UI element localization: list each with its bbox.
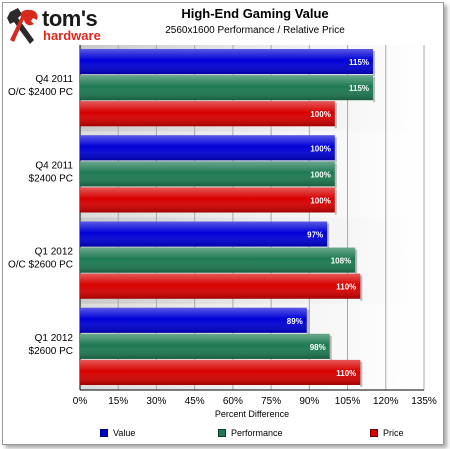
x-tick-label: 105%: [335, 396, 361, 407]
bar-shade: [80, 307, 307, 333]
bar-shade: [80, 359, 361, 385]
bar-shade: [80, 75, 374, 101]
chart-subtitle: 2560x1600 Performance / Relative Price: [165, 25, 345, 36]
bar-shade: [80, 333, 330, 359]
data-label: 108%: [331, 257, 351, 266]
bar-shadow: [355, 249, 358, 275]
data-label: 115%: [349, 58, 369, 67]
bar-shade: [80, 101, 335, 127]
data-label: 98%: [310, 343, 326, 352]
bar-shadow: [373, 77, 376, 103]
chart-title: High-End Gaming Value: [181, 6, 329, 21]
bar-shade: [80, 247, 356, 273]
bar-shadow: [334, 189, 337, 215]
data-label: 89%: [287, 317, 303, 326]
wrench-hammer-icon: [7, 8, 38, 44]
bar-shade: [80, 187, 335, 213]
bar-shadow: [373, 51, 376, 77]
bar-shadow: [306, 309, 309, 335]
data-label: 100%: [310, 170, 330, 179]
y-category-label: O/C $2400 PC: [8, 87, 73, 98]
bar-shade: [80, 221, 328, 247]
x-tick-label: 0%: [73, 396, 88, 407]
legend-swatch: [100, 429, 108, 437]
data-label: 115%: [349, 84, 369, 93]
brand-sub: hardware: [43, 28, 101, 43]
x-tick-label: 75%: [261, 396, 281, 407]
x-tick-label: 45%: [185, 396, 205, 407]
x-tick-label: 90%: [299, 396, 319, 407]
legend-item: Value: [100, 428, 135, 438]
y-category-label: $2600 PC: [29, 346, 73, 357]
brand-name: tom's: [42, 6, 98, 31]
legend-item: Performance: [218, 428, 283, 438]
bar-shadow: [329, 335, 332, 361]
bar-shadow: [334, 137, 337, 163]
chart-legend: Value Performance Price: [0, 428, 450, 442]
data-label: 110%: [336, 369, 356, 378]
x-tick-label: 30%: [146, 396, 166, 407]
y-category-label: Q1 2012: [35, 247, 74, 258]
x-axis-title: Percent Difference: [215, 409, 289, 419]
y-category-label: Q1 2012: [35, 333, 74, 344]
y-category-label: $2400 PC: [29, 173, 73, 184]
legend-label: Value: [113, 428, 136, 438]
legend-label: Price: [383, 428, 404, 438]
x-tick-label: 120%: [373, 396, 399, 407]
bar-shade: [80, 135, 335, 161]
bar-shadow: [334, 103, 337, 129]
data-label: 97%: [307, 231, 323, 240]
x-tick-label: 60%: [223, 396, 243, 407]
bar-shadow: [334, 163, 337, 189]
data-label: 110%: [336, 283, 356, 292]
bar-shade: [80, 49, 374, 75]
y-category-label: Q4 2011: [35, 74, 73, 85]
y-category-label: O/C $2600 PC: [8, 260, 73, 271]
brand-logo: tom's hardware: [6, 6, 124, 48]
legend-swatch: [218, 429, 226, 437]
data-label: 100%: [310, 144, 330, 153]
bar-shade: [80, 273, 361, 299]
x-tick-label: 15%: [108, 396, 128, 407]
data-label: 100%: [310, 110, 330, 119]
y-category-label: Q4 2011: [35, 160, 73, 171]
legend-swatch: [370, 429, 378, 437]
x-tick-label: 135%: [411, 396, 437, 407]
data-label: 100%: [310, 196, 330, 205]
bar-shade: [80, 161, 335, 187]
legend-label: Performance: [231, 428, 283, 438]
legend-item: Price: [370, 428, 404, 438]
bar-shadow: [327, 223, 330, 249]
bar-shadow: [360, 275, 363, 301]
bar-shadow: [360, 361, 363, 387]
